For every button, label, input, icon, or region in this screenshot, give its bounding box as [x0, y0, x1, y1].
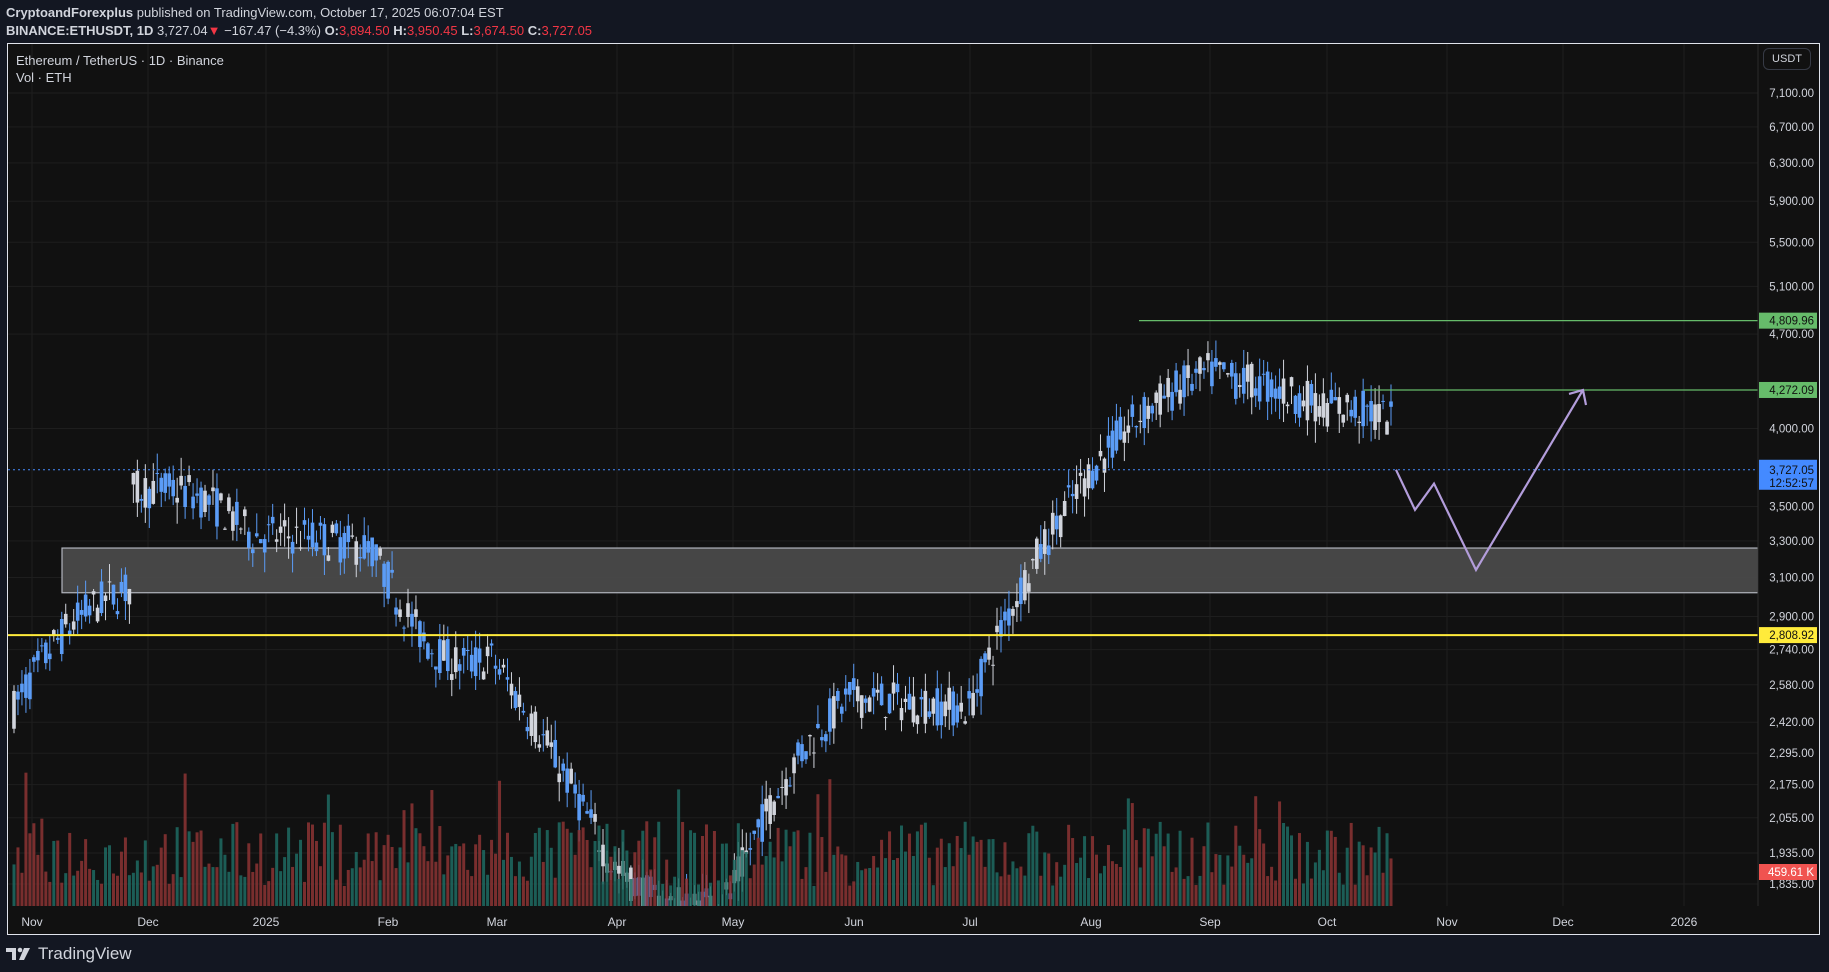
- svg-text:Apr: Apr: [608, 915, 627, 929]
- svg-text:Nov: Nov: [1436, 915, 1457, 929]
- price-chart[interactable]: 7,100.00 6,700.00 6,300.00 5,900.00 5,500.00…: [8, 44, 1820, 935]
- svg-text:7,100.00: 7,100.00: [1769, 88, 1814, 100]
- projection-path: [1395, 389, 1584, 573]
- close-label: C:: [527, 23, 542, 38]
- svg-text:4,000.00: 4,000.00: [1769, 423, 1814, 435]
- arrow-head-icon: [1568, 388, 1588, 406]
- publish-line: CryptoandForexplus published on TradingV…: [6, 4, 592, 22]
- svg-text:Dec: Dec: [1552, 915, 1573, 929]
- svg-text:2,900.00: 2,900.00: [1769, 611, 1814, 623]
- open-label: O:: [324, 23, 340, 38]
- svg-text:2,740.00: 2,740.00: [1769, 645, 1814, 657]
- svg-text:2,295.00: 2,295.00: [1769, 748, 1814, 760]
- tradingview-logo-icon: [6, 947, 30, 960]
- svg-text:459.61 K: 459.61 K: [1768, 867, 1814, 879]
- svg-text:Aug: Aug: [1080, 915, 1101, 929]
- pane-legend: Ethereum / TetherUS · 1D · Binance Vol ·…: [16, 52, 224, 86]
- svg-text:3,727.05: 3,727.05: [1769, 465, 1814, 477]
- svg-text:3,300.00: 3,300.00: [1769, 536, 1814, 548]
- high-value: 3,950.45: [406, 23, 458, 38]
- svg-text:2,808.92: 2,808.92: [1769, 630, 1814, 642]
- svg-text:Jul: Jul: [962, 915, 977, 929]
- svg-text:Feb: Feb: [378, 915, 399, 929]
- svg-text:4,700.00: 4,700.00: [1769, 329, 1814, 341]
- close-value: 3,727.05: [541, 23, 593, 38]
- svg-text:2,420.00: 2,420.00: [1769, 717, 1814, 729]
- svg-text:5,900.00: 5,900.00: [1769, 196, 1814, 208]
- svg-text:6,700.00: 6,700.00: [1769, 122, 1814, 134]
- svg-text:2026: 2026: [1671, 915, 1698, 929]
- svg-text:6,300.00: 6,300.00: [1769, 158, 1814, 170]
- ohlc-line: BINANCE:ETHUSDT, 1D 3,727.04▼ −167.47 (−…: [6, 22, 592, 40]
- price-change: −167.47 (−4.3%): [224, 23, 321, 38]
- chart-frame[interactable]: 7,100.00 6,700.00 6,300.00 5,900.00 5,500.00…: [7, 43, 1820, 935]
- svg-text:1,835.00: 1,835.00: [1769, 879, 1814, 891]
- low-value: 3,674.50: [473, 23, 525, 38]
- svg-text:2,580.00: 2,580.00: [1769, 680, 1814, 692]
- svg-text:Dec: Dec: [137, 915, 158, 929]
- svg-text:Oct: Oct: [1318, 915, 1337, 929]
- svg-text:2,175.00: 2,175.00: [1769, 780, 1814, 792]
- published-text: published on TradingView.com, October 17…: [136, 5, 504, 20]
- svg-text:Jun: Jun: [844, 915, 863, 929]
- svg-text:Nov: Nov: [21, 915, 42, 929]
- volume-title: Vol · ETH: [16, 70, 72, 85]
- author-name: CryptoandForexplus: [6, 5, 134, 20]
- series-title: Ethereum / TetherUS · 1D · Binance: [16, 53, 224, 68]
- brand-name: TradingView: [38, 944, 132, 963]
- svg-text:2,055.00: 2,055.00: [1769, 813, 1814, 825]
- publish-header: CryptoandForexplus published on TradingV…: [6, 4, 592, 40]
- low-label: L:: [461, 23, 474, 38]
- volume-bars: [12, 772, 1393, 906]
- svg-text:5,100.00: 5,100.00: [1769, 281, 1814, 293]
- svg-text:Mar: Mar: [487, 915, 508, 929]
- svg-text:3,100.00: 3,100.00: [1769, 572, 1814, 584]
- svg-text:4,272.09: 4,272.09: [1769, 385, 1814, 397]
- down-arrow-icon: ▼: [207, 23, 221, 38]
- last-price: 3,727.04: [156, 23, 208, 38]
- svg-text:2025: 2025: [253, 915, 280, 929]
- svg-text:May: May: [722, 915, 745, 929]
- open-value: 3,894.50: [339, 23, 390, 38]
- currency-button[interactable]: USDT: [1763, 48, 1811, 70]
- svg-text:4,809.96: 4,809.96: [1769, 316, 1814, 328]
- svg-text:1,935.00: 1,935.00: [1769, 848, 1814, 860]
- symbol-label: BINANCE:ETHUSDT, 1D: [6, 23, 154, 38]
- tradingview-logo: TradingView: [6, 944, 132, 964]
- svg-text:3,500.00: 3,500.00: [1769, 502, 1814, 514]
- svg-text:5,500.00: 5,500.00: [1769, 237, 1814, 249]
- high-label: H:: [393, 23, 407, 38]
- svg-text:Sep: Sep: [1199, 915, 1221, 929]
- svg-text:12:52:57: 12:52:57: [1769, 478, 1814, 490]
